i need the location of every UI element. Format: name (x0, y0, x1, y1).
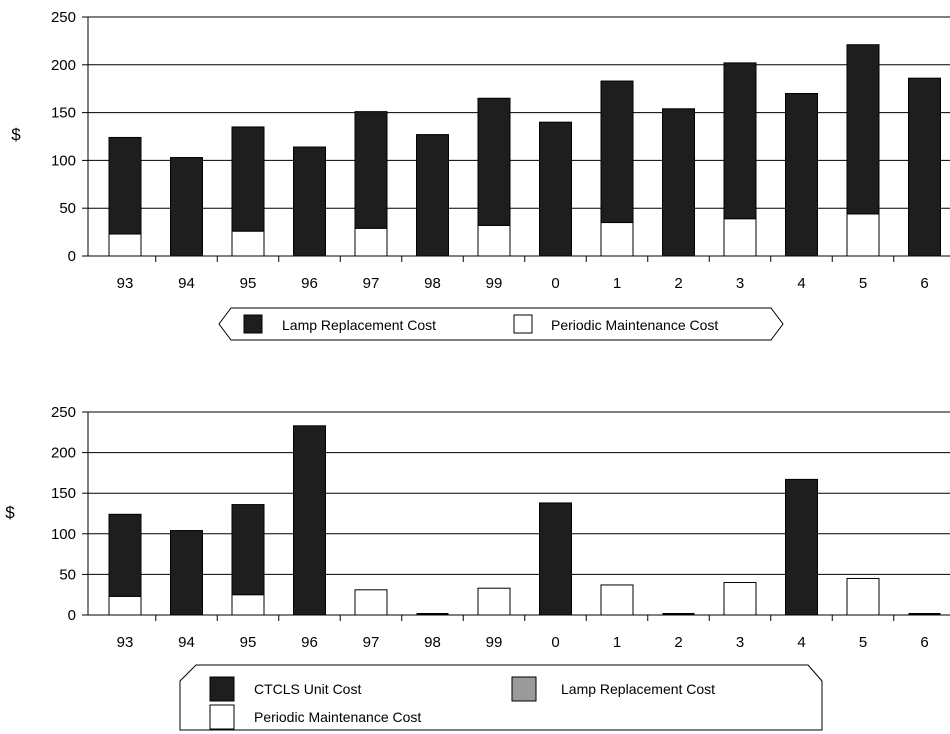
y-tick-label: 0 (68, 607, 76, 624)
bar-periodic-maintenance-cost (477, 224, 511, 257)
legend-label: Lamp Replacement Cost (282, 317, 436, 333)
legend: Lamp Replacement Cost Periodic Maintenanc… (218, 307, 784, 341)
y-tick-label: 100 (51, 526, 76, 543)
x-tick-label: 0 (551, 275, 559, 292)
bar-lamp-replacement-cost (539, 121, 572, 257)
bar-periodic-maintenance-cost (231, 230, 265, 257)
bar-lamp-replacement-cost (908, 77, 941, 257)
bar-lamp-replacement-cost (723, 62, 757, 220)
x-tick-label: 93 (117, 275, 134, 292)
bar-periodic-maintenance-cost (846, 213, 880, 257)
bar-lamp-replacement-cost (846, 44, 880, 215)
x-tick-label: 0 (551, 634, 559, 651)
chart-1: 0 50 100 150 200 250 $93 94 95 96 97 98 99 0 1 2 3 4 5 6 Lam… (11, 9, 950, 341)
bar-lamp-replacement-cost (170, 157, 203, 257)
x-tick-label: 95 (240, 275, 257, 292)
x-tick-label: 94 (178, 634, 195, 651)
y-tick-label: 50 (59, 200, 76, 217)
x-tick-label: 3 (736, 634, 744, 651)
y-tick-label: 150 (51, 105, 76, 122)
bar-periodic-maintenance-cost (477, 587, 511, 616)
legend-swatch (209, 676, 235, 702)
bar-lamp-replacement-cost (785, 92, 818, 257)
bar-lamp-replacement-cost (477, 97, 511, 226)
bar-periodic-maintenance-cost (600, 584, 634, 616)
bar-periodic-maintenance-cost (108, 233, 142, 257)
x-tick-label: 98 (424, 634, 441, 651)
x-tick-label: 5 (859, 275, 867, 292)
bar-periodic-maintenance-cost (354, 589, 388, 616)
x-tick-label: 98 (424, 275, 441, 292)
bar-periodic-maintenance-cost (600, 222, 634, 257)
x-tick-label: 2 (674, 634, 682, 651)
legend-frame (218, 307, 784, 341)
y-tick-label: 150 (51, 485, 76, 502)
y-tick-label: 0 (68, 248, 76, 265)
bar-periodic-maintenance-cost (354, 227, 388, 257)
bar-lamp-replacement-cost (416, 134, 449, 257)
legend-label: Periodic Maintenance Cost (551, 317, 718, 333)
y-tick-label: 200 (51, 57, 76, 74)
bar-periodic-maintenance-cost (108, 595, 142, 616)
bar-periodic-maintenance-cost (723, 582, 757, 616)
legend-swatch (209, 704, 235, 730)
y-tick-label: 250 (51, 9, 76, 26)
bar-ctcls-unit-cost (170, 530, 203, 616)
legend: CTCLS Unit Cost Lamp Replacement Cost Peri… (179, 664, 823, 731)
legend-label: Lamp Replacement Cost (561, 681, 715, 697)
legend-swatch (513, 314, 533, 334)
legend-swatch (511, 676, 537, 702)
bar-ctcls-unit-cost (293, 425, 326, 616)
x-tick-label: 4 (797, 634, 805, 651)
y-tick-label: 100 (51, 152, 76, 169)
bar-ctcls-unit-cost (108, 513, 142, 597)
x-tick-label: 3 (736, 275, 744, 292)
bar-lamp-replacement-cost (231, 126, 265, 232)
x-tick-label: 96 (301, 634, 318, 651)
y-tick-label: 200 (51, 445, 76, 462)
x-tick-label: 94 (178, 275, 195, 292)
x-tick-label: 95 (240, 634, 257, 651)
x-tick-label: 1 (613, 634, 621, 651)
bar-lamp-replacement-cost (354, 111, 388, 229)
bar-lamp-replacement-cost (293, 146, 326, 257)
chart-2: 0 50 100 150 200 250 $93 94 95 96 97 98 99 0 1 2 3 4 5 6 CTC… (5, 404, 950, 731)
x-tick-label: 99 (486, 634, 503, 651)
bar-lamp-replacement-cost (600, 80, 634, 224)
x-tick-label: 5 (859, 634, 867, 651)
bar-periodic-maintenance-cost (723, 218, 757, 257)
y-tick-label: 50 (59, 566, 76, 583)
legend-swatch (243, 314, 263, 334)
x-tick-label: 96 (301, 275, 318, 292)
x-tick-label: 6 (920, 634, 928, 651)
bar-ctcls-unit-cost (785, 478, 818, 616)
bar-lamp-replacement-cost (662, 108, 695, 257)
y-axis-label: $ (5, 503, 15, 522)
bar-periodic-maintenance-cost (231, 594, 265, 616)
y-tick-label: 250 (51, 404, 76, 421)
x-tick-label: 93 (117, 634, 134, 651)
legend-frame (179, 664, 823, 731)
bar-ctcls-unit-cost (231, 504, 265, 596)
legend-label: CTCLS Unit Cost (254, 681, 361, 697)
x-tick-label: 2 (674, 275, 682, 292)
x-tick-label: 4 (797, 275, 805, 292)
bar-lamp-replacement-cost (108, 136, 142, 235)
legend-label: Periodic Maintenance Cost (254, 709, 421, 725)
y-axis-label: $ (11, 125, 21, 144)
x-tick-label: 1 (613, 275, 621, 292)
x-tick-label: 99 (486, 275, 503, 292)
bar-ctcls-unit-cost (539, 502, 572, 616)
x-tick-label: 6 (920, 275, 928, 292)
bar-periodic-maintenance-cost (846, 577, 880, 616)
x-tick-label: 97 (363, 634, 380, 651)
x-tick-label: 97 (363, 275, 380, 292)
